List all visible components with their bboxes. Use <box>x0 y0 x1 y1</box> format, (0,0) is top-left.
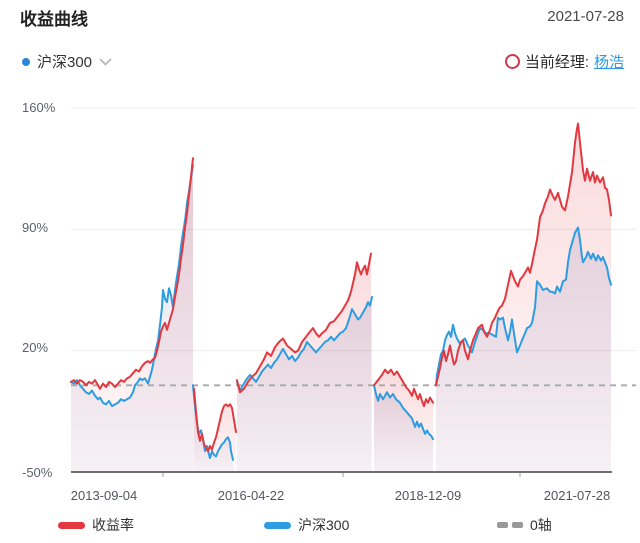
series-area-收益率 <box>237 253 371 472</box>
x-axis-label: 2013-09-04 <box>70 488 138 503</box>
legend-item-benchmark[interactable]: 沪深300 <box>264 515 349 535</box>
series-line-收益率 <box>435 122 612 387</box>
legend-swatch-benchmark-icon <box>264 521 291 529</box>
series-area-收益率 <box>71 158 193 473</box>
series-line-沪深300 <box>236 295 373 392</box>
report-date: 2021-07-28 <box>547 8 624 25</box>
current-manager: 当前经理: 杨浩 <box>504 51 624 72</box>
series-line-收益率 <box>70 157 194 390</box>
y-axis-label: -50% <box>22 465 53 480</box>
benchmark-label: 沪深300 <box>37 54 93 71</box>
y-axis-label: 90% <box>22 220 49 235</box>
series-line-沪深300 <box>192 384 234 461</box>
series-line-收益率 <box>236 252 372 394</box>
series-line-收益率 <box>373 368 434 408</box>
legend-label-benchmark: 沪深300 <box>298 517 350 533</box>
legend-item-zero-axis[interactable]: 0轴 <box>497 515 552 535</box>
legend-swatch-zero-axis-icon <box>497 522 523 528</box>
legend-item-returns[interactable]: 收益率 <box>58 515 134 535</box>
y-axis-label: 160% <box>22 100 56 115</box>
manager-label: 当前经理: <box>524 54 589 71</box>
y-axis-label: 20% <box>22 340 49 355</box>
series-line-沪深300 <box>373 384 434 441</box>
x-axis-label: 2021-07-28 <box>543 488 611 503</box>
x-axis-label: 2016-04-22 <box>217 488 285 503</box>
legend-label-returns: 收益率 <box>92 517 134 533</box>
x-axis-label: 2018-12-09 <box>394 488 462 503</box>
benchmark-selector[interactable]: 沪深300 <box>22 51 112 72</box>
page-title: 收益曲线 <box>20 10 88 29</box>
manager-ring-icon <box>504 54 520 69</box>
chart-legend: 收益率 沪深300 0轴 <box>0 515 640 535</box>
benchmark-dot-icon <box>22 57 30 66</box>
legend-swatch-returns-icon <box>58 521 85 529</box>
series-line-沪深300 <box>70 164 194 408</box>
returns-chart[interactable] <box>0 95 640 495</box>
series-line-收益率 <box>193 387 237 453</box>
manager-link[interactable]: 杨浩 <box>593 54 624 71</box>
chevron-down-icon <box>99 57 112 66</box>
legend-label-zero-axis: 0轴 <box>530 517 552 533</box>
